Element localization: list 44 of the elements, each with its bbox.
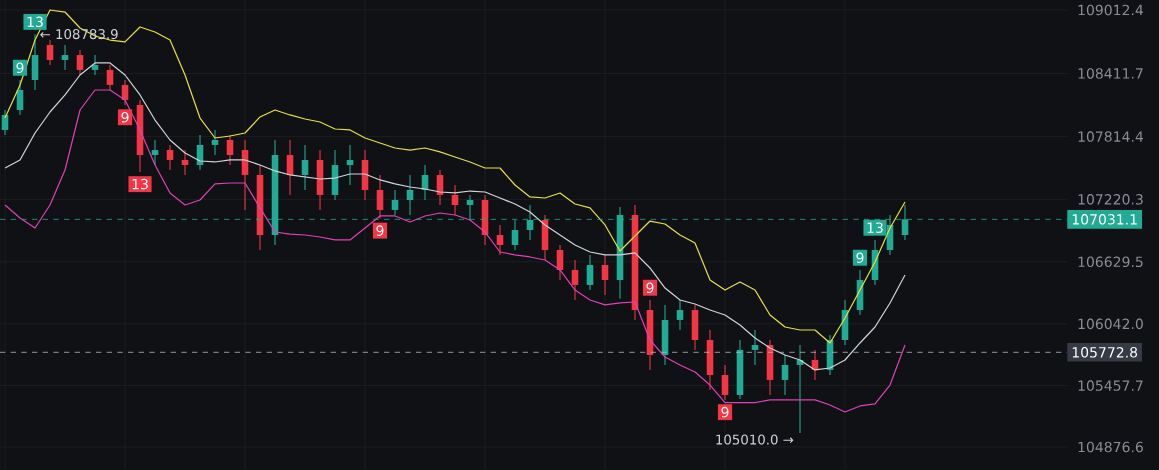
candlestick [601, 254, 609, 296]
annotation: 105010.0 → [716, 434, 794, 445]
candlestick [226, 134, 234, 166]
annotation: 13 [867, 222, 883, 234]
annotation: 9 [376, 225, 384, 236]
annotation: 9 [121, 111, 129, 123]
candlestick [751, 329, 759, 366]
candlestick [571, 259, 579, 301]
annotation: 9 [721, 406, 729, 418]
y-tick-label: 105457.7 [1078, 380, 1143, 391]
y-tick-label: 109012.4 [1078, 4, 1144, 16]
y-tick-label: 104876.6 [1078, 441, 1143, 453]
candlestick [151, 139, 159, 166]
candlestick [181, 149, 189, 176]
y-tick-label: 106042.0 [1078, 318, 1143, 330]
candlestick [301, 144, 309, 191]
ref-line-label: 107031.1 [1072, 214, 1137, 225]
annotation: 13 [132, 178, 148, 190]
candlestick [166, 144, 174, 171]
candlestick [346, 144, 354, 186]
annotation: 9 [856, 252, 864, 264]
candlestick [496, 224, 504, 256]
candlestick [511, 219, 519, 251]
annotation: 9 [646, 282, 654, 294]
candlestick [46, 39, 54, 66]
candlestick [406, 174, 414, 216]
ref-line-label: 105772.8 [1072, 347, 1138, 358]
candlestick [781, 354, 789, 396]
y-tick-label: 106629.5 [1078, 256, 1143, 268]
annotation: 9 [16, 62, 24, 74]
candlestick [211, 129, 219, 156]
candlestick [676, 299, 684, 331]
candlestick [586, 254, 594, 291]
y-tick-label: 107814.4 [1078, 131, 1144, 142]
annotation: 13 [27, 16, 43, 28]
candlestick [391, 189, 399, 216]
candlestick [451, 184, 459, 216]
candlestick [61, 44, 69, 71]
candlestick [721, 364, 729, 401]
candlestick [76, 49, 84, 76]
candlestick [106, 64, 114, 91]
y-tick-label: 107220.3 [1078, 194, 1143, 205]
y-tick-label: 108411.7 [1078, 68, 1143, 79]
candlestick [376, 174, 384, 219]
